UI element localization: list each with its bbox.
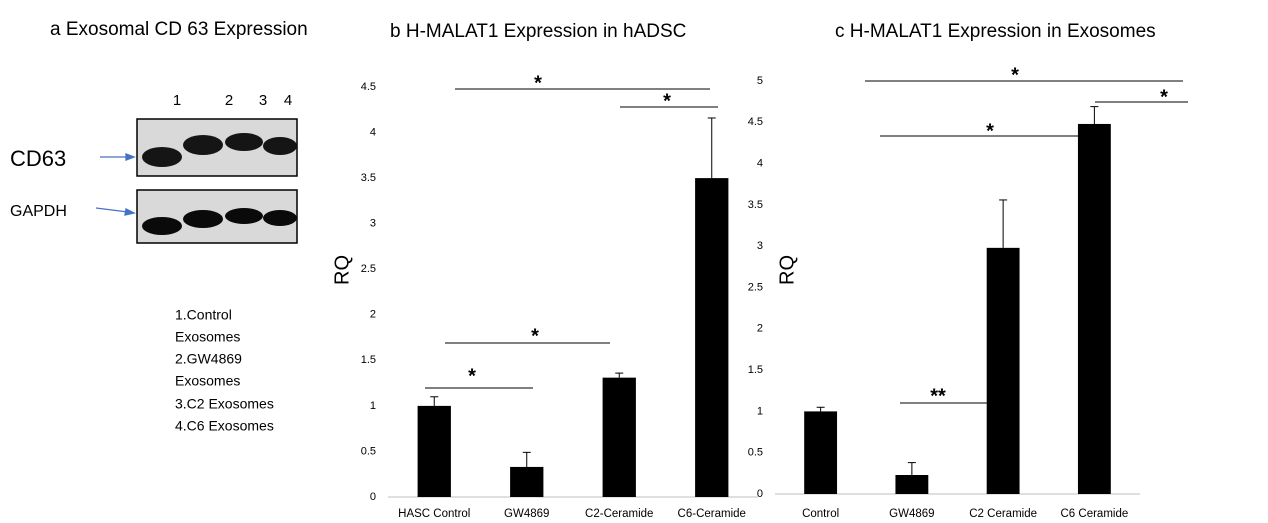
- error-bar: [523, 452, 531, 467]
- y-tick-label: 4: [370, 126, 376, 138]
- x-tick-label: C6 Ceramide: [1061, 508, 1129, 520]
- y-tick-label: 3: [757, 240, 763, 252]
- error-bar: [430, 397, 438, 406]
- y-axis-label: RQ: [331, 255, 353, 285]
- error-bar: [615, 373, 623, 378]
- bar: [895, 475, 928, 494]
- y-tick-label: 0.5: [748, 447, 763, 459]
- y-axis-label: RQ: [776, 255, 798, 285]
- bar: [804, 411, 837, 494]
- bar: [1078, 124, 1111, 494]
- figure: a Exosomal CD 63 Expression 1 2 3 4 CD63…: [0, 0, 1268, 523]
- significance-label: *: [663, 90, 671, 112]
- y-tick-label: 0: [370, 491, 376, 503]
- panel-title: a Exosomal CD 63 Expression: [50, 19, 308, 40]
- lane-label: 3: [259, 92, 267, 109]
- significance-label: *: [468, 365, 476, 387]
- y-tick-label: 2.5: [748, 281, 763, 293]
- y-tick-label: 5: [757, 75, 763, 87]
- y-tick-label: 3.5: [748, 199, 763, 211]
- lane-label: 2: [225, 92, 233, 109]
- significance-label: *: [531, 325, 539, 347]
- error-bar: [999, 200, 1007, 248]
- y-tick-label: 4.5: [361, 81, 376, 93]
- significance-label: *: [1011, 64, 1019, 86]
- y-tick-label: 2: [370, 309, 376, 321]
- significance-label: *: [986, 120, 994, 142]
- bar: [987, 248, 1020, 494]
- y-tick-label: 2.5: [361, 263, 376, 275]
- y-tick-label: 3.5: [361, 172, 376, 184]
- x-tick-label: GW4869: [504, 508, 549, 520]
- bar: [603, 378, 636, 497]
- y-tick-label: 1: [370, 400, 376, 412]
- legend-line: 1.Control: [175, 307, 232, 323]
- bar: [418, 406, 451, 497]
- row-label: CD63: [10, 146, 66, 171]
- x-tick-label: HASC Control: [398, 508, 470, 520]
- x-tick-label: Control: [802, 508, 839, 520]
- legend-line: 2.GW4869: [175, 351, 242, 367]
- chart-title: c H-MALAT1 Expression in Exosomes: [835, 21, 1156, 42]
- blot: [137, 119, 297, 243]
- x-tick-label: C2-Ceramide: [585, 508, 653, 520]
- y-tick-label: 0: [757, 488, 763, 500]
- y-tick-label: 4.5: [748, 116, 763, 128]
- x-tick-label: C2 Ceramide: [969, 508, 1037, 520]
- error-bar: [1090, 107, 1098, 124]
- x-tick-label: GW4869: [889, 508, 934, 520]
- y-tick-label: 1.5: [361, 354, 376, 366]
- significance-label: *: [1160, 86, 1168, 108]
- y-tick-label: 1.5: [748, 364, 763, 376]
- bar: [510, 467, 543, 497]
- y-tick-label: 3: [370, 218, 376, 230]
- chart-title: b H-MALAT1 Expression in hADSC: [390, 21, 686, 42]
- y-tick-label: 0.5: [361, 445, 376, 457]
- legend-line: Exosomes: [175, 373, 240, 389]
- legend-line: 4.C6 Exosomes: [175, 418, 274, 434]
- y-tick-label: 2: [757, 323, 763, 335]
- y-tick-label: 1: [757, 405, 763, 417]
- lane-label: 1: [173, 92, 181, 109]
- error-bar: [908, 463, 916, 475]
- legend-line: Exosomes: [175, 329, 240, 345]
- significance-label: **: [930, 385, 946, 407]
- y-tick-label: 4: [757, 158, 763, 170]
- arrows: [96, 154, 134, 215]
- lane-label: 4: [284, 92, 292, 109]
- legend-line: 3.C2 Exosomes: [175, 396, 274, 412]
- error-bar: [817, 407, 825, 411]
- row-label: GAPDH: [10, 203, 67, 220]
- significance-label: *: [534, 72, 542, 94]
- bar: [695, 178, 728, 497]
- x-tick-label: C6-Ceramide: [678, 508, 746, 520]
- error-bar: [708, 118, 716, 178]
